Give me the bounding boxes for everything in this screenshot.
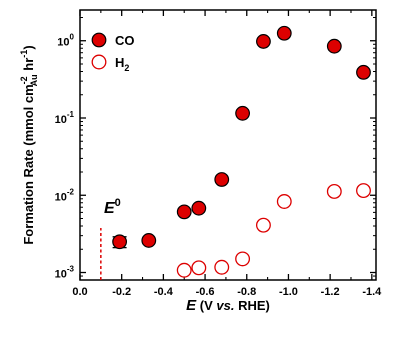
h2-point — [191, 260, 207, 276]
x-tick-label: 0.0 — [72, 286, 87, 298]
plot-axes: 0.0 -0.2 -0.4 -0.6 -0.8 -1.0 -1.2 -1.4 10-3 10-2 1… — [55, 9, 382, 298]
legend-h2-label: H2 — [115, 55, 129, 73]
y-tick-label: 10-1 — [55, 110, 75, 126]
co-point — [356, 64, 371, 80]
y-tick-label: 100 — [57, 33, 74, 49]
co-point — [214, 172, 230, 187]
legend: CO H2 — [91, 32, 135, 73]
co-point — [256, 34, 271, 49]
x-tick-label: -0.8 — [237, 286, 256, 298]
x-tick-label: -0.2 — [112, 286, 131, 298]
co-point — [141, 233, 157, 248]
h2-point — [235, 251, 251, 267]
x-tick-label: -1.0 — [279, 286, 298, 298]
x-tick-label: -1.4 — [362, 286, 382, 298]
co-point — [326, 38, 342, 54]
e0-label: E0 — [104, 197, 121, 217]
legend-co-marker — [91, 32, 107, 48]
co-point — [235, 105, 250, 121]
plot-frame — [79, 9, 377, 281]
x-tick-label: -0.6 — [196, 286, 215, 298]
h2-point — [214, 259, 230, 275]
axis-titles: E (V vs. RHE) Formation Rate (mmol cm-2Au… — [19, 45, 270, 314]
legend-h2-marker — [91, 54, 107, 70]
e0-annotation: E0 — [100, 197, 121, 280]
y-axis-title: Formation Rate (mmol cm-2Au hr-1) — [19, 45, 39, 244]
h2-point — [176, 262, 192, 278]
co-point — [191, 200, 207, 216]
h2-point — [276, 194, 292, 209]
x-tick-label: -0.4 — [154, 286, 174, 298]
co-point — [176, 204, 192, 220]
co-point — [112, 234, 128, 250]
x-tick-label: -1.2 — [321, 286, 340, 298]
y-tick-label: 10-2 — [55, 187, 75, 203]
legend-co-label: CO — [115, 33, 135, 48]
x-axis-title: E (V vs. RHE) — [186, 297, 270, 314]
y-tick-label: 10-3 — [55, 265, 75, 281]
h2-point — [326, 184, 342, 199]
co-point — [276, 25, 292, 41]
h2-point — [356, 183, 371, 199]
data-points — [112, 25, 371, 278]
h2-point — [255, 217, 271, 233]
